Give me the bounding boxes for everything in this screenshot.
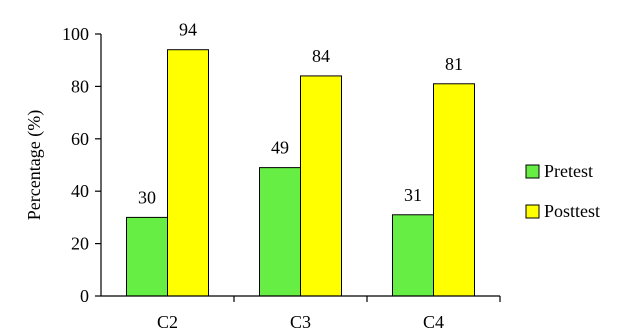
legend-swatch-pretest xyxy=(525,164,540,179)
bar-pretest-c2 xyxy=(126,216,168,297)
data-label: 81 xyxy=(445,54,463,74)
bar-pretest-c4 xyxy=(392,214,434,297)
y-tick-label: 100 xyxy=(62,24,89,44)
data-label: 31 xyxy=(404,185,422,205)
data-label: 84 xyxy=(312,46,330,66)
bars xyxy=(126,49,475,297)
y-tick-label: 20 xyxy=(71,234,89,254)
bar-posttest-c2 xyxy=(167,49,209,297)
y-axis-ticks: 0 20 40 60 80 100 xyxy=(62,24,101,306)
data-label: 94 xyxy=(179,20,197,40)
legend: Pretest Posttest xyxy=(525,161,600,221)
y-axis-title: Percentage (%) xyxy=(24,110,45,220)
bar-pretest-c3 xyxy=(259,167,301,297)
legend-label-posttest: Posttest xyxy=(544,201,600,221)
data-labels: 30 94 49 84 31 81 xyxy=(138,20,463,208)
y-tick-label: 80 xyxy=(71,76,89,96)
bar-posttest-c3 xyxy=(300,75,342,297)
y-tick-label: 40 xyxy=(71,181,89,201)
x-tick-label: C4 xyxy=(423,312,444,332)
legend-label-pretest: Pretest xyxy=(544,161,593,181)
data-label: 30 xyxy=(138,187,156,207)
data-label: 49 xyxy=(271,138,289,158)
y-tick-label: 0 xyxy=(80,286,89,306)
x-axis-ticks: C2 C3 C4 xyxy=(157,296,501,332)
x-tick-label: C2 xyxy=(157,312,178,332)
bar-posttest-c4 xyxy=(433,83,475,297)
y-tick-label: 60 xyxy=(71,129,89,149)
legend-swatch-posttest xyxy=(525,204,540,219)
x-tick-label: C3 xyxy=(290,312,311,332)
